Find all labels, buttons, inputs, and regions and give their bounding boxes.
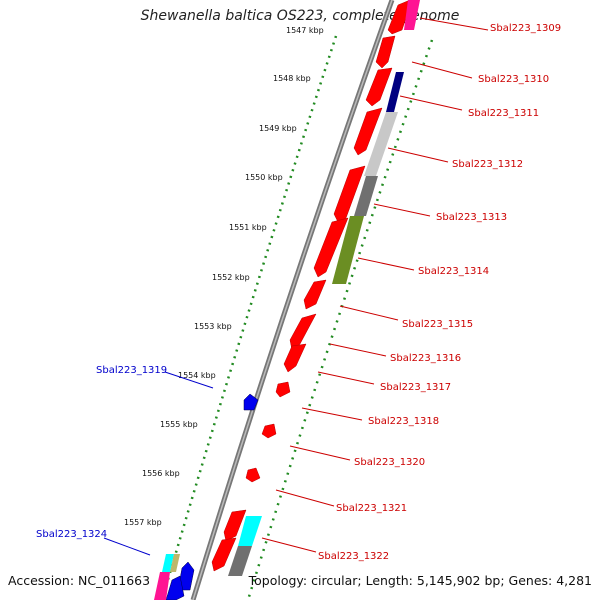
gene-sbal223-1318[interactable] <box>261 423 277 439</box>
leader-line <box>357 257 415 271</box>
leader-line <box>419 17 489 31</box>
cog-block-olive <box>332 216 364 284</box>
kbp-label: 1548 kbp <box>273 74 311 83</box>
leader-line <box>329 343 387 357</box>
gene-sbal223-1309[interactable] <box>387 0 413 35</box>
gene-label-sbal223-1318[interactable]: Sbal223_1318 <box>368 416 439 427</box>
gene-sbal223-1314[interactable] <box>313 217 349 278</box>
leader-line <box>399 95 463 111</box>
leader-line <box>373 203 431 217</box>
gene-label-sbal223-1311[interactable]: Sbal223_1311 <box>468 108 539 119</box>
cog-block-navy <box>386 72 404 112</box>
accession-text: Accession: NC_011663 <box>8 573 151 588</box>
leader-line <box>275 489 335 507</box>
gene-label-sbal223-1320[interactable]: Sbal223_1320 <box>354 457 425 468</box>
gene-sbal223-1310b[interactable] <box>365 67 393 107</box>
map-title: Shewanella baltica OS223, complete genom… <box>140 8 460 24</box>
genome-backbone-highlight <box>192 0 393 600</box>
gene-sbal223-1310[interactable] <box>375 35 396 69</box>
gene-label-sbal223-1312[interactable]: Sbal223_1312 <box>452 159 523 170</box>
kbp-label: 1551 kbp <box>229 223 267 232</box>
gene-label-sbal223-1315[interactable]: Sbal223_1315 <box>402 319 473 330</box>
leader-line <box>317 371 375 385</box>
kbp-label: 1557 kbp <box>124 518 162 527</box>
gene-labels: Sbal223_1309 Sbal223_1310 Sbal223_1311 Sbal… <box>36 23 561 562</box>
cog-block-khaki <box>170 554 180 572</box>
cog-track <box>154 0 420 600</box>
gene-sbal223-1317[interactable] <box>275 381 291 398</box>
gene-sbal223-1316b[interactable] <box>283 343 307 373</box>
gene-label-sbal223-1313[interactable]: Sbal223_1313 <box>436 212 507 223</box>
gene-sbal223-1322[interactable] <box>211 537 237 572</box>
leader-line <box>289 445 351 461</box>
gene-sbal223-1320[interactable] <box>245 467 261 483</box>
gene-label-sbal223-1322[interactable]: Sbal223_1322 <box>318 551 389 562</box>
gene-label-sbal223-1310[interactable]: Sbal223_1310 <box>478 74 549 85</box>
kbp-label: 1549 kbp <box>259 124 297 133</box>
kbp-ruler-line <box>160 35 338 600</box>
leader-line <box>339 305 399 321</box>
gene-track <box>165 0 413 600</box>
gene-sbal223-1311[interactable] <box>353 107 383 156</box>
gene-label-sbal223-1321[interactable]: Sbal223_1321 <box>336 503 407 514</box>
kbp-label: 1556 kbp <box>142 469 180 478</box>
gene-label-sbal223-1316[interactable]: Sbal223_1316 <box>390 353 461 364</box>
cog-block-darkgray2 <box>228 546 252 576</box>
leader-line <box>103 537 151 556</box>
kbp-label: 1555 kbp <box>160 420 198 429</box>
gene-sbal223-1315[interactable] <box>303 279 327 310</box>
kbp-label: 1547 kbp <box>286 26 324 35</box>
cog-block-magenta-left <box>154 572 170 600</box>
gene-label-sbal223-1317[interactable]: Sbal223_1317 <box>380 382 451 393</box>
kbp-ruler: 1547 kbp 1548 kbp 1549 kbp 1550 kbp 1551 kbp… <box>124 26 338 600</box>
gene-label-sbal223-1314[interactable]: Sbal223_1314 <box>418 266 489 277</box>
kbp-label: 1554 kbp <box>178 371 216 380</box>
leader-line <box>387 147 449 163</box>
cog-block-magenta <box>404 0 420 30</box>
kbp-label: 1553 kbp <box>194 322 232 331</box>
leader-line <box>164 371 214 389</box>
cog-block-darkgray <box>354 176 378 216</box>
leader-line <box>261 537 317 553</box>
cog-block-cyan <box>238 516 262 546</box>
topology-text: Topology: circular; Length: 5,145,902 bp… <box>248 573 592 588</box>
gene-label-sbal223-1319[interactable]: Sbal223_1319 <box>96 365 167 376</box>
kbp-label: 1552 kbp <box>212 273 250 282</box>
leader-line <box>411 61 473 79</box>
kbp-label: 1550 kbp <box>245 173 283 182</box>
cog-block-lightgray <box>364 112 398 176</box>
gene-label-sbal223-1309[interactable]: Sbal223_1309 <box>490 23 561 34</box>
gene-label-sbal223-1324[interactable]: Sbal223_1324 <box>36 529 107 540</box>
kbp-ticks: 1547 kbp 1548 kbp 1549 kbp 1550 kbp 1551 kbp… <box>124 26 324 527</box>
label-leaders <box>103 17 489 556</box>
gene-sbal223-1324-b[interactable] <box>165 575 185 600</box>
leader-line <box>301 407 363 421</box>
gene-sbal223-1319[interactable] <box>243 393 259 411</box>
